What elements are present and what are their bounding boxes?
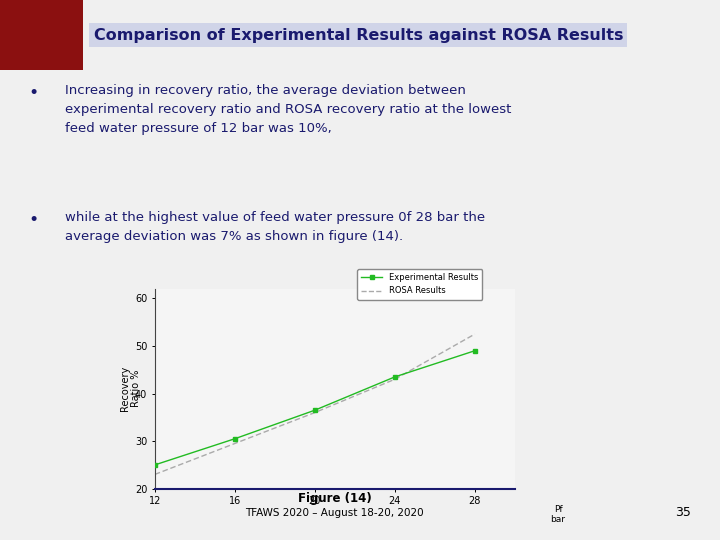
Text: Pf
bar: Pf bar	[551, 505, 565, 524]
Text: TFAWS 2020 – August 18-20, 2020: TFAWS 2020 – August 18-20, 2020	[246, 508, 424, 518]
Bar	[0, 0, 83, 70]
Text: Comparison of Experimental Results against ROSA Results: Comparison of Experimental Results again…	[94, 28, 623, 43]
Y-axis label: Recovery
Ratio %: Recovery Ratio %	[120, 366, 141, 411]
Text: Increasing in recovery ratio, the average deviation between
experimental recover: Increasing in recovery ratio, the averag…	[65, 84, 511, 136]
Legend: Experimental Results, ROSA Results: Experimental Results, ROSA Results	[357, 269, 482, 300]
Text: •: •	[29, 211, 39, 229]
Text: Figure (14): Figure (14)	[298, 492, 372, 505]
Text: while at the highest value of feed water pressure 0f 28 bar the
average deviatio: while at the highest value of feed water…	[65, 211, 485, 243]
Text: 35: 35	[675, 507, 691, 519]
Text: •: •	[29, 84, 39, 102]
